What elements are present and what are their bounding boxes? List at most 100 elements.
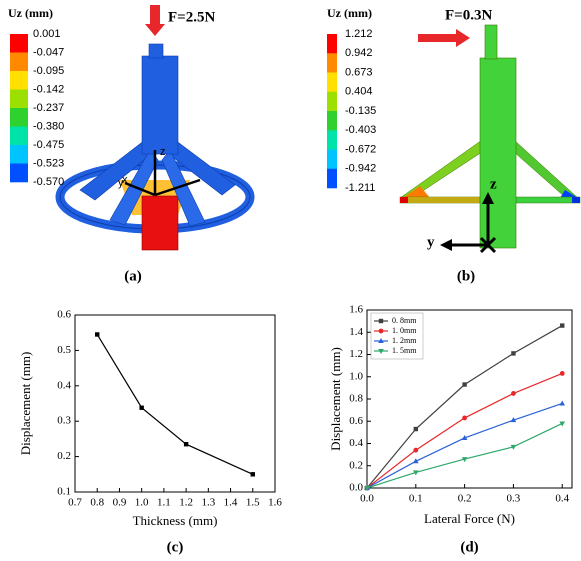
y-tick-label: 0.1 (57, 486, 71, 498)
x-tick-label: 1.4 (224, 497, 238, 509)
colorbar-tick-label: -0.672 (345, 143, 376, 155)
legend-label: 1. 5mm (392, 346, 417, 355)
colorbar-tick-label: 0.673 (345, 66, 373, 78)
x-tick-label: 0.7 (68, 497, 82, 509)
x-tick-label: 1.5 (246, 497, 260, 509)
force-label: F=0.3N (445, 7, 492, 23)
y-tick-label: 1.4 (349, 326, 363, 338)
data-point (184, 442, 188, 446)
colorbar-tick-label: -1.211 (345, 182, 375, 194)
panel-label: (a) (124, 268, 142, 284)
y-tick-label: 0.2 (57, 450, 71, 462)
x-tick-label: 0.2 (458, 493, 472, 505)
colorbar-segment (327, 130, 337, 150)
colorbar-tick-label: -0.942 (345, 163, 376, 175)
colorbar-segment (327, 150, 337, 170)
data-point (462, 416, 467, 421)
data-point (413, 448, 418, 453)
x-tick-label: 0.0 (360, 493, 374, 505)
legend-label: 1. 0mm (392, 326, 417, 335)
force-label: F=2.5N (168, 9, 215, 25)
data-point (560, 323, 564, 327)
data-point (414, 427, 418, 431)
colorbar-segment (10, 34, 28, 53)
x-tick-label: 1.2 (179, 497, 193, 509)
legend-label: 1. 2mm (392, 336, 417, 345)
legend-marker (379, 329, 384, 334)
colorbar-tick-label: -0.380 (33, 120, 64, 132)
colorbar-segment (10, 90, 28, 109)
x-tick-label: 1.6 (268, 497, 282, 509)
colorbar-tick-label: -0.523 (33, 157, 64, 169)
data-point (511, 351, 515, 355)
y-tick-label: 1.2 (349, 348, 363, 360)
y-axis-title: Displacement (mm) (328, 347, 343, 451)
data-line (97, 334, 253, 474)
x-tick-label: 1.3 (201, 497, 215, 509)
model-b (400, 25, 580, 252)
colorbar-tick-label: 0.001 (33, 28, 61, 40)
x-tick-label: 0.1 (409, 493, 423, 505)
y-tick-label: 0.4 (57, 379, 71, 391)
y-tick-label: 0.8 (349, 393, 363, 405)
colorbar-segment (10, 53, 28, 72)
y-tick-label: 0.6 (349, 415, 363, 427)
colorbar-title: Uz (mm) (8, 6, 53, 20)
colorbar-tick-label: -0.570 (33, 176, 64, 188)
data-point (251, 472, 255, 476)
colorbar-tick-label: -0.403 (345, 124, 376, 136)
data-point (139, 406, 143, 410)
x-tick-label: 1.1 (157, 497, 171, 509)
colorbar-tick-label: -0.142 (33, 83, 64, 95)
colorbar-segment (10, 71, 28, 90)
data-point (95, 332, 99, 336)
y-tick-label: 0.5 (57, 344, 71, 356)
x-tick-label: 0.4 (555, 493, 569, 505)
panel-label: (d) (460, 539, 478, 555)
x-tick-label: 0.8 (90, 497, 104, 509)
colorbar-segment (327, 111, 337, 131)
colorbar-segment (327, 34, 337, 54)
model-a (60, 5, 250, 250)
plot-frame (75, 315, 275, 492)
colorbar-tick-label: -0.237 (33, 102, 64, 114)
axis-label: z (490, 176, 497, 192)
figure: Uz (mm)F=2.5N(a)0.001-0.047-0.095-0.142-… (0, 0, 581, 561)
data-point (462, 382, 466, 386)
colorbar-title: Uz (mm) (327, 6, 372, 20)
y-tick-label: 0.3 (57, 415, 71, 427)
panel-label: (c) (167, 539, 184, 555)
colorbar-segment (327, 169, 337, 189)
colorbar-tick-label: 1.212 (345, 28, 373, 40)
legend-label: 0. 8mm (392, 316, 417, 325)
axis-label: y (118, 177, 124, 189)
data-point (511, 391, 516, 396)
axis-label: z (160, 146, 166, 158)
axis-label: y (427, 234, 435, 250)
x-tick-label: 1.0 (135, 497, 149, 509)
colorbar-segment (10, 108, 28, 127)
colorbar-tick-label: 0.942 (345, 47, 373, 59)
y-tick-label: 0.2 (349, 459, 363, 471)
panel-label: (b) (457, 268, 475, 284)
x-tick-label: 0.9 (113, 497, 127, 509)
y-tick-label: 0.4 (349, 437, 363, 449)
y-tick-label: 1.6 (349, 304, 363, 316)
colorbar-segment (327, 73, 337, 93)
colorbar-segment (327, 92, 337, 112)
x-axis-title: Lateral Force (N) (424, 511, 515, 526)
data-point (560, 371, 565, 376)
data-line (367, 373, 562, 488)
colorbar-segment (10, 164, 28, 183)
colorbar-tick-label: 0.404 (345, 86, 373, 98)
y-tick-label: 0.6 (57, 309, 71, 321)
data-point (559, 400, 565, 405)
colorbar-tick-label: -0.475 (33, 139, 64, 151)
colorbar-tick-label: -0.135 (345, 105, 376, 117)
legend-marker (379, 319, 383, 323)
y-tick-label: 1.0 (349, 370, 363, 382)
x-axis-title: Thickness (mm) (133, 513, 218, 528)
y-axis-title: Displacement (mm) (18, 352, 33, 456)
y-tick-label: 0.0 (349, 482, 363, 494)
data-line (367, 423, 562, 488)
